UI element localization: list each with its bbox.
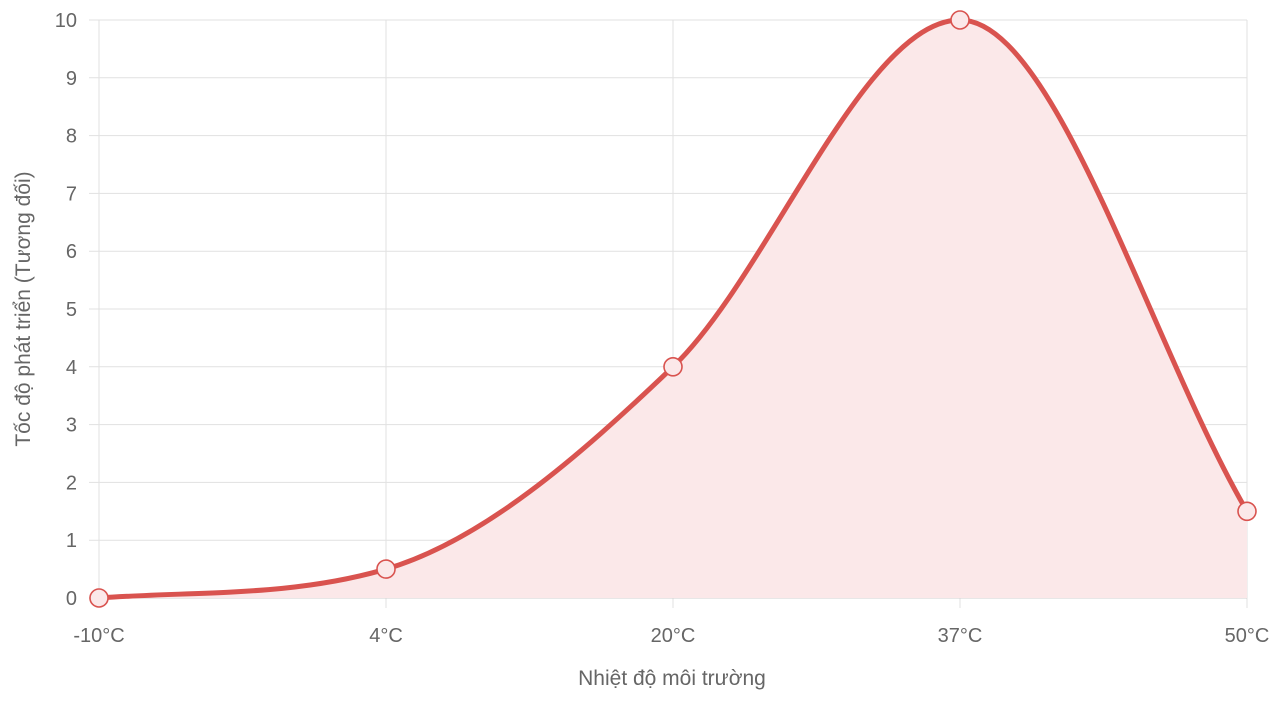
y-tick-label: 3 xyxy=(66,415,77,437)
data-point xyxy=(376,559,396,579)
x-axis-title: Nhiệt độ môi trường xyxy=(578,667,766,690)
y-tick-label: 5 xyxy=(66,299,77,321)
y-tick-label: 9 xyxy=(66,68,77,90)
data-point xyxy=(1237,501,1257,522)
data-point xyxy=(89,588,109,608)
x-tick-label: 20°C xyxy=(651,625,696,647)
x-tick-label: 37°C xyxy=(938,625,983,647)
x-tick-label: -10°C xyxy=(73,625,124,647)
x-tick-label: 50°C xyxy=(1225,625,1270,647)
x-tick-label: 4°C xyxy=(369,625,403,647)
data-point xyxy=(663,356,683,377)
y-tick-label: 6 xyxy=(66,241,77,263)
y-tick-label: 4 xyxy=(66,357,77,379)
y-axis-title: Tốc độ phát triển (Tương đối) xyxy=(12,171,35,446)
y-tick-label: 0 xyxy=(66,588,77,610)
y-tick-label: 2 xyxy=(66,472,77,494)
series-area-fill xyxy=(99,20,1247,598)
series-line xyxy=(96,17,1250,601)
x-axis-tick-labels: -10°C 4°C 20°C 37°C 50°C xyxy=(73,625,1269,647)
y-tick-label: 1 xyxy=(66,530,77,552)
y-tick-label: 8 xyxy=(66,126,77,148)
y-tick-label: 7 xyxy=(66,183,77,205)
y-axis-tick-labels: 0 1 2 3 4 5 6 7 8 9 10 xyxy=(55,10,77,610)
data-points xyxy=(89,10,1257,608)
y-tick-label: 10 xyxy=(55,10,77,32)
data-point xyxy=(950,10,970,30)
